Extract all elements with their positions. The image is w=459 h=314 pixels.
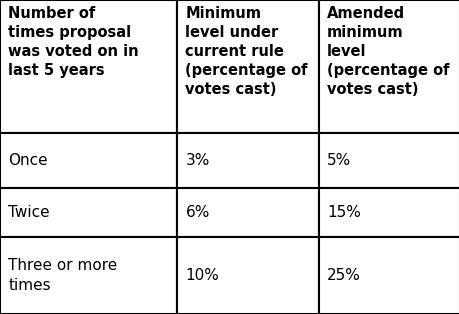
Text: Minimum
level under
current rule
(percentage of
votes cast): Minimum level under current rule (percen… <box>185 6 307 97</box>
Text: Twice: Twice <box>8 205 50 220</box>
Bar <box>0 188 177 237</box>
Text: Three or more
times: Three or more times <box>8 258 118 293</box>
Text: 15%: 15% <box>326 205 360 220</box>
Text: 5%: 5% <box>326 154 351 168</box>
Text: 25%: 25% <box>326 268 360 283</box>
Text: 3%: 3% <box>185 154 209 168</box>
Text: Number of
times proposal
was voted on in
last 5 years: Number of times proposal was voted on in… <box>8 6 139 78</box>
Bar <box>318 0 459 133</box>
Bar <box>318 133 459 188</box>
Bar <box>177 133 318 188</box>
Bar <box>318 237 459 314</box>
Text: 10%: 10% <box>185 268 219 283</box>
Text: 6%: 6% <box>185 205 209 220</box>
Bar <box>177 0 318 133</box>
Bar <box>177 237 318 314</box>
Bar <box>0 237 177 314</box>
Text: Once: Once <box>8 154 48 168</box>
Bar <box>318 188 459 237</box>
Bar <box>177 188 318 237</box>
Bar <box>0 0 177 133</box>
Bar <box>0 133 177 188</box>
Text: Amended
minimum
level
(percentage of
votes cast): Amended minimum level (percentage of vot… <box>326 6 448 97</box>
